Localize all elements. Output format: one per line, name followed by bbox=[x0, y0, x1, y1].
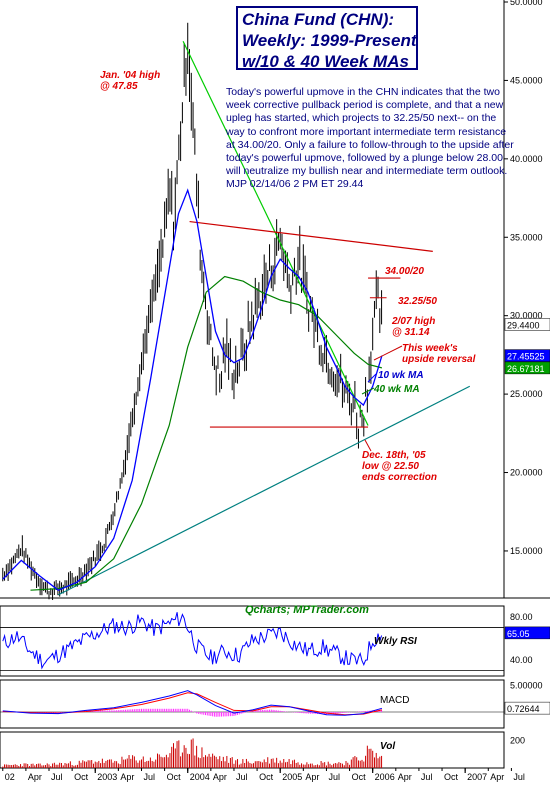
annotation-level-34: 34.00/20 bbox=[385, 266, 424, 277]
x-tick-label: Jul bbox=[513, 772, 525, 782]
title-line-3: w/10 & 40 Week MAs bbox=[242, 52, 409, 71]
chart-title: China Fund (CHN): Weekly: 1999-Present w… bbox=[236, 6, 418, 71]
macd-last-value: 0.72644 bbox=[507, 704, 540, 714]
annotation-jan04-high: Jan. '04 high @ 47.85 bbox=[100, 70, 161, 92]
x-tick-label: Apr bbox=[120, 772, 134, 782]
volume-panel: 200 bbox=[0, 731, 525, 769]
ma40-arrow bbox=[361, 387, 375, 395]
rsi-last-value-box bbox=[504, 626, 550, 640]
x-tick-label: Oct bbox=[167, 772, 182, 782]
reversal-arrow bbox=[373, 345, 403, 361]
x-tick-label: Oct bbox=[259, 772, 274, 782]
x-tick-label: Apr bbox=[490, 772, 504, 782]
annotation-ma40: 40 wk MA bbox=[374, 384, 420, 395]
x-tick-label: Apr bbox=[398, 772, 412, 782]
teal-trendline bbox=[57, 385, 471, 596]
x-tick-label: Jul bbox=[51, 772, 63, 782]
x-axis: 02 Apr Jul Oct 2003 Apr Jul Oct 2004 Apr Jul Oct 200… bbox=[2, 768, 525, 782]
rsi-panel: 80.00 40.00 65.05 bbox=[0, 605, 550, 677]
x-tick-label: Oct bbox=[352, 772, 367, 782]
price-last-value-box bbox=[504, 318, 550, 331]
title-line-1: China Fund (CHN): bbox=[242, 10, 395, 29]
macd-frame bbox=[0, 679, 505, 729]
price-y-tick-label: 50.0000 bbox=[510, 0, 543, 7]
price-last-value: 29.4400 bbox=[507, 320, 540, 330]
ma10-arrow bbox=[367, 373, 377, 383]
x-tick-label: Jul bbox=[328, 772, 340, 782]
x-tick-label: 2007 bbox=[467, 772, 487, 782]
x-tick-label: Jul bbox=[421, 772, 433, 782]
x-tick-label: 2004 bbox=[190, 772, 210, 782]
volume-frame bbox=[0, 731, 505, 769]
low-arrow bbox=[364, 439, 372, 452]
price-y-tick-label: 45.0000 bbox=[510, 75, 543, 85]
price-y-tick-label: 35.0000 bbox=[510, 232, 543, 242]
annotation-dec05-low: Dec. 18th, '05 low @ 22.50 ends correcti… bbox=[362, 450, 438, 483]
x-tick-label: 02 bbox=[5, 772, 15, 782]
rsi-label: Wkly RSI bbox=[374, 636, 417, 647]
macd-panel: 5.00000 0.72644 bbox=[0, 679, 550, 729]
price-y-tick-label: 30.0000 bbox=[510, 311, 543, 321]
volume-tick-label: 200 bbox=[510, 735, 525, 745]
x-tick-label: Jul bbox=[143, 772, 155, 782]
price-y-tick-label: 40.0000 bbox=[510, 154, 543, 164]
x-tick-label: Jul bbox=[236, 772, 248, 782]
price-y-tick-label: 15.0000 bbox=[510, 546, 543, 556]
annotation-reversal: This week's upside reversal bbox=[402, 343, 476, 365]
ma10-last-value: 27.45525 bbox=[507, 352, 545, 362]
price-y-tick-label: 25.0000 bbox=[510, 389, 543, 399]
resistance-line bbox=[189, 220, 433, 252]
credit-label: Qcharts; MPTrader.com bbox=[245, 604, 369, 616]
ma40-last-value: 26.67181 bbox=[507, 364, 545, 374]
x-tick-label: Apr bbox=[213, 772, 227, 782]
x-tick-label: Oct bbox=[444, 772, 459, 782]
macd-label: MACD bbox=[380, 695, 410, 706]
ma40-line bbox=[30, 275, 383, 591]
signature: MJP 02/14/06 2 PM ET 29.44 bbox=[226, 178, 364, 191]
x-tick-label: Oct bbox=[74, 772, 89, 782]
x-tick-label: Apr bbox=[28, 772, 42, 782]
volume-label: Vol bbox=[380, 741, 396, 752]
annotation-level-32: 32.25/50 bbox=[398, 296, 437, 307]
rsi-line bbox=[2, 612, 383, 670]
price-y-tick-label: 20.0000 bbox=[510, 468, 543, 478]
macd-tick-label: 5.00000 bbox=[510, 680, 543, 690]
x-tick-label: 2005 bbox=[282, 772, 302, 782]
macd-line bbox=[2, 690, 383, 716]
rsi-tick-label: 40.00 bbox=[510, 655, 533, 665]
commentary-text: Today's powerful upmove in the CHN indic… bbox=[226, 86, 514, 178]
ma40-last-value-box bbox=[504, 361, 550, 375]
rsi-tick-label: 80.00 bbox=[510, 612, 533, 622]
commentary-block: Today's powerful upmove in the CHN indic… bbox=[226, 86, 516, 192]
x-tick-label: 2003 bbox=[97, 772, 117, 782]
annotation-ma10: 10 wk MA bbox=[378, 370, 424, 381]
rsi-last-value: 65.05 bbox=[507, 629, 530, 639]
title-line-2: Weekly: 1999-Present bbox=[242, 31, 417, 50]
annotation-feb07-high: 2/07 high @ 31.14 bbox=[392, 316, 436, 338]
rsi-frame bbox=[0, 605, 505, 677]
price-panel: 50.0000 45.0000 40.0000 35.0000 30.0000 25.00… bbox=[0, 0, 550, 601]
ma10-line bbox=[2, 188, 383, 591]
green-trendline bbox=[182, 40, 369, 426]
x-tick-label: Apr bbox=[305, 772, 319, 782]
x-tick-label: 2006 bbox=[375, 772, 395, 782]
macd-last-value-box bbox=[504, 701, 550, 715]
macd-signal-line bbox=[2, 692, 383, 716]
ma10-last-value-box bbox=[504, 349, 550, 362]
